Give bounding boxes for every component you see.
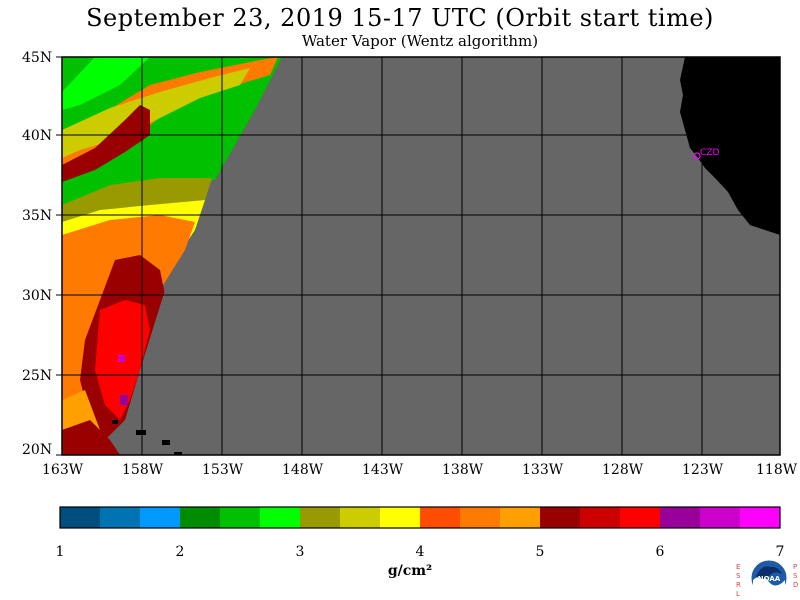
colorbar-swatch [700,507,741,528]
colorbar-swatch [580,507,621,528]
colorbar-swatch [300,507,341,528]
lon-label-128w: 128W [602,462,644,478]
lon-label-163w: 163W [42,462,84,478]
swath-darkred-south [62,420,120,455]
map-title: September 23, 2019 15-17 UTC (Orbit star… [86,4,714,32]
colorbar [60,507,781,528]
map-subtitle: Water Vapor (Wentz algorithm) [301,32,539,50]
california-coast-land [680,57,780,235]
noaa-logo-text: NOAA [758,575,781,583]
colorbar-swatch [500,507,541,528]
colorbar-swatch [340,507,381,528]
swath-edge-fill [135,57,780,455]
scale-label-3: 3 [295,544,305,560]
scale-label-2: 2 [175,544,185,560]
lat-label-45n: 45N [22,50,53,66]
scale-label-7: 7 [775,544,785,560]
lon-label-158w: 158W [122,462,164,478]
swath-darkred-band-north [62,105,150,182]
vapor-swath [62,57,780,455]
colorbar-swatch [140,507,181,528]
map-ticks [56,56,62,456]
lat-label-30n: 30N [22,288,53,304]
lon-label-133w: 133W [522,462,564,478]
colorbar-swatch [620,507,661,528]
lon-label-148w: 148W [282,462,324,478]
noaa-wave-icon [753,576,785,597]
scale-label-5: 5 [535,544,545,560]
colorbar-swatch [220,507,261,528]
colorbar-swatch [540,507,581,528]
colorbar-swatch [460,507,501,528]
colorbar-swatch [100,507,141,528]
scale-label-4: 4 [415,544,425,560]
station-marker [693,152,701,160]
colorbar-swatch [660,507,701,528]
colorbar-frame [59,506,781,529]
station-czd: CZD [693,148,719,160]
lat-label-40n: 40N [22,128,53,144]
colorbar-swatch [740,507,781,528]
colorbar-swatch [180,507,221,528]
hawaii-islands [112,420,182,455]
lat-label-20n: 20N [22,442,53,458]
colorbar-swatch [380,507,421,528]
colorbar-swatch [60,507,101,528]
colorbar-swatch [420,507,461,528]
map-grid [62,57,780,455]
swath-green-north [62,57,282,215]
station-label: CZD [700,148,719,158]
noaa-bird-icon [756,566,782,579]
colorbar-swatch [260,507,301,528]
map-frame [61,56,781,456]
lon-label-143w: 143W [362,462,404,478]
scale-label-1: 1 [55,544,65,560]
swath-olive-band [62,178,212,222]
noaa-logo: NOAA [750,559,788,597]
lat-label-35n: 35N [22,208,53,224]
swath-magenta-core-2 [120,395,128,405]
colorbar-units: g/cm² [387,563,433,579]
lon-label-153w: 153W [202,462,244,478]
swath-lightgreen-strip [62,57,150,110]
scale-label-6: 6 [655,544,665,560]
lon-label-123w: 123W [682,462,724,478]
lon-label-138w: 138W [442,462,484,478]
lat-label-25n: 25N [22,368,53,384]
lon-label-118w: 118W [756,462,798,478]
swath-magenta-core [118,355,125,362]
